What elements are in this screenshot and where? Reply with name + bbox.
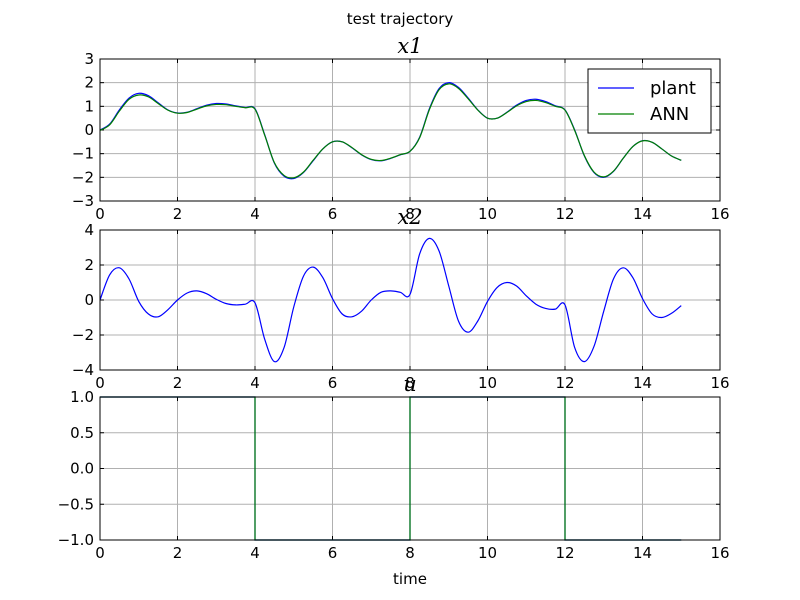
y-tick-label: 0.5 <box>70 424 94 442</box>
x-tick-label: 12 <box>555 374 574 392</box>
x-tick-label: 8 <box>405 544 415 562</box>
x-tick-label: 2 <box>173 544 183 562</box>
y-tick-label: −3 <box>72 192 94 210</box>
x-tick-label: 10 <box>478 205 497 223</box>
y-tick-label: 0 <box>84 291 94 309</box>
subplot-title: x2 <box>397 205 422 229</box>
x-tick-label: 0 <box>95 544 105 562</box>
subplot-title: u <box>403 372 417 396</box>
x-tick-label: 0 <box>95 205 105 223</box>
y-tick-label: 2 <box>84 74 94 92</box>
x-tick-label: 6 <box>328 205 338 223</box>
x-tick-label: 2 <box>173 205 183 223</box>
x-tick-label: 14 <box>633 374 652 392</box>
x-tick-label: 4 <box>250 544 260 562</box>
x-tick-label: 14 <box>633 544 652 562</box>
x-tick-label: 16 <box>710 544 729 562</box>
y-tick-label: 2 <box>84 256 94 274</box>
x-tick-label: 0 <box>95 374 105 392</box>
y-tick-label: 1 <box>84 97 94 115</box>
y-tick-label: −4 <box>72 361 94 379</box>
y-tick-label: −0.5 <box>58 495 94 513</box>
y-tick-label: −2 <box>72 326 94 344</box>
subplot-title: x1 <box>397 34 422 58</box>
x-tick-label: 10 <box>478 544 497 562</box>
y-tick-label: −1 <box>72 145 94 163</box>
legend-label-plant: plant <box>650 78 696 99</box>
x-tick-label: 12 <box>555 544 574 562</box>
x-tick-label: 14 <box>633 205 652 223</box>
x-tick-label: 16 <box>710 205 729 223</box>
y-tick-label: −1.0 <box>58 531 94 549</box>
x-tick-label: 12 <box>555 205 574 223</box>
x-tick-label: 16 <box>710 374 729 392</box>
x-tick-label: 2 <box>173 374 183 392</box>
x-tick-label: 4 <box>250 205 260 223</box>
y-tick-label: 0.0 <box>70 460 94 478</box>
x-axis-label: time <box>393 570 427 588</box>
y-tick-label: 1.0 <box>70 388 94 406</box>
x-tick-label: 6 <box>328 374 338 392</box>
x-tick-label: 6 <box>328 544 338 562</box>
y-tick-label: −2 <box>72 168 94 186</box>
x-tick-label: 4 <box>250 374 260 392</box>
x-tick-label: 10 <box>478 374 497 392</box>
y-tick-label: 4 <box>84 221 94 239</box>
y-tick-label: 0 <box>84 121 94 139</box>
y-tick-label: 3 <box>84 50 94 68</box>
legend-label-ann: ANN <box>650 104 689 125</box>
